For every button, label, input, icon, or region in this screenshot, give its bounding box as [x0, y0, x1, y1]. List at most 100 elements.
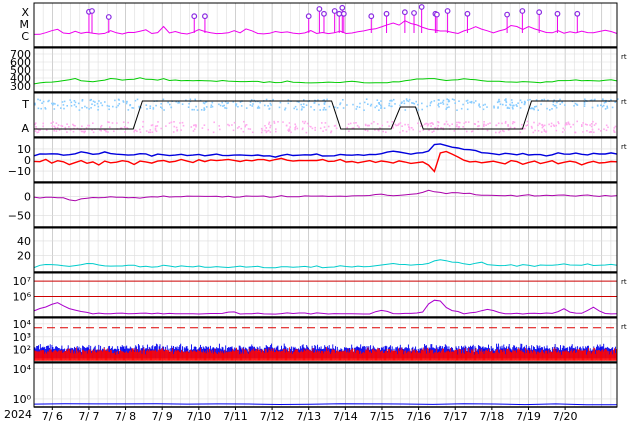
polarity-point — [319, 127, 322, 130]
polarity-point — [86, 106, 88, 109]
polarity-point — [73, 104, 76, 106]
polarity-point — [145, 130, 148, 132]
polarity-point — [614, 125, 617, 128]
flare-marker-20 — [464, 10, 471, 17]
polarity-point — [247, 128, 250, 130]
polarity-point — [398, 123, 400, 125]
polarity-point — [399, 122, 402, 124]
polarity-point — [606, 105, 608, 108]
polarity-point — [104, 101, 106, 103]
polarity-point — [564, 104, 566, 106]
polarity-point — [91, 129, 93, 131]
polarity-point — [477, 120, 480, 123]
polarity-point — [348, 130, 350, 132]
polarity-point — [122, 100, 124, 102]
polarity-point — [600, 130, 602, 132]
polarity-point — [548, 123, 550, 126]
polarity-point — [552, 124, 555, 126]
polarity-point — [583, 105, 586, 107]
polarity-point — [353, 122, 355, 124]
polarity-point — [80, 130, 83, 133]
polarity-point — [426, 105, 428, 108]
polarity-point — [69, 129, 72, 131]
polarity-point — [39, 99, 41, 102]
polarity-point — [154, 125, 157, 128]
polarity-point — [446, 103, 449, 106]
polarity-point — [327, 125, 330, 128]
y-tick-label-proton-flux-2: 10⁴ — [13, 318, 32, 331]
polarity-point — [511, 101, 513, 104]
polarity-point — [442, 127, 444, 130]
polarity-point — [456, 121, 458, 124]
polarity-point — [535, 105, 538, 108]
polarity-point — [68, 126, 70, 128]
polarity-point — [432, 123, 434, 125]
polarity-point — [381, 124, 383, 127]
polarity-point — [226, 102, 228, 105]
polarity-point — [152, 108, 155, 110]
flare-marker-23 — [536, 9, 543, 16]
polarity-point — [478, 104, 480, 107]
polarity-point — [41, 102, 43, 104]
polarity-point — [546, 107, 548, 110]
y-tick-label-wind-speed-4: 700 — [10, 48, 31, 61]
polarity-point — [77, 102, 80, 105]
polarity-point — [581, 124, 583, 126]
polarity-point — [602, 98, 604, 100]
polarity-point — [44, 107, 46, 109]
polarity-point — [155, 104, 157, 107]
y-tick-label-imf-bz-2: 10 — [17, 143, 31, 156]
polarity-point — [193, 128, 196, 130]
polarity-point — [478, 103, 480, 105]
polarity-point — [453, 99, 455, 101]
polarity-point — [287, 99, 290, 101]
polarity-point — [555, 129, 558, 132]
polarity-point — [219, 128, 221, 131]
polarity-point — [487, 123, 489, 125]
polarity-point — [302, 103, 305, 105]
polarity-point — [377, 102, 380, 104]
polarity-point — [78, 128, 81, 131]
polarity-point — [88, 124, 91, 127]
series-flare-class-0 — [33, 20, 618, 35]
polarity-point — [568, 123, 571, 126]
polarity-point — [288, 128, 290, 130]
polarity-point — [155, 130, 158, 133]
polarity-point — [57, 124, 60, 126]
polarity-point — [45, 129, 48, 131]
polarity-point — [97, 109, 99, 111]
polarity-point — [512, 107, 514, 110]
polarity-point — [268, 123, 270, 125]
polarity-point — [179, 122, 181, 124]
polarity-point — [460, 107, 463, 110]
polarity-point — [134, 99, 137, 102]
polarity-point — [604, 108, 607, 110]
polarity-point — [582, 131, 584, 133]
polarity-point — [482, 108, 485, 111]
polarity-point — [272, 98, 274, 101]
polarity-point — [470, 100, 473, 103]
polarity-point — [469, 101, 471, 103]
flare-marker-1 — [89, 8, 95, 14]
polarity-point — [104, 129, 107, 132]
polarity-point — [34, 102, 36, 105]
polarity-point — [503, 130, 505, 133]
polarity-point — [602, 104, 605, 107]
polarity-point — [228, 124, 230, 127]
polarity-point — [50, 122, 53, 124]
x-tick-label-8: 7/14 — [333, 410, 358, 423]
polarity-point — [430, 125, 432, 127]
polarity-point — [431, 131, 434, 133]
polarity-point — [63, 107, 65, 110]
polarity-point — [586, 130, 588, 132]
polarity-point — [122, 101, 125, 103]
polarity-point — [227, 102, 229, 104]
polarity-point — [525, 124, 527, 127]
polarity-point — [390, 105, 392, 108]
polarity-point — [219, 104, 222, 107]
polarity-point — [245, 124, 248, 126]
polarity-point — [426, 124, 429, 127]
polarity-point — [394, 103, 396, 105]
polarity-point — [508, 107, 511, 109]
polarity-point — [294, 105, 297, 108]
